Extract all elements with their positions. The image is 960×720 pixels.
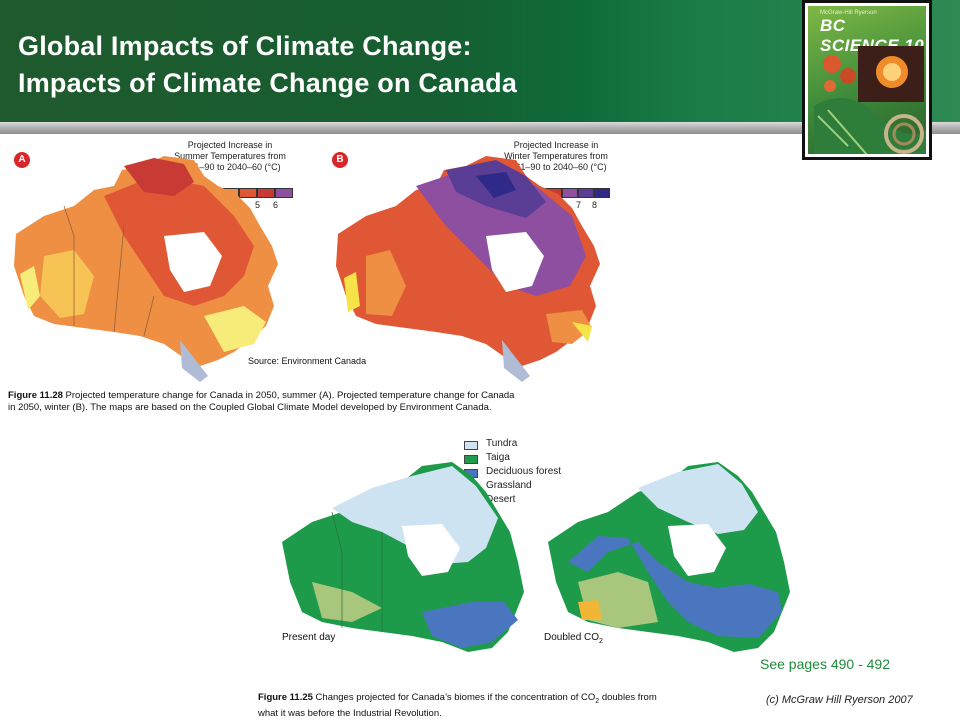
figure-11-28-label: Figure 11.28 (8, 390, 63, 401)
map-doubled-co2-biomes (548, 462, 790, 652)
map-a-legend-swatch (275, 188, 293, 198)
header-divider (0, 122, 960, 134)
map-b-legend-swatch (594, 188, 610, 198)
slide-header: Global Impacts of Climate Change: Impact… (0, 0, 960, 122)
map-a-legend-tick: 5 (255, 200, 261, 210)
biome-swatch (464, 455, 478, 464)
map-a-legend-title: Projected Increase in Summer Temperature… (160, 140, 300, 173)
map-a-legend-title-1: Projected Increase in (187, 140, 273, 150)
map-b-legend-tick: 7 (576, 200, 582, 210)
doubled-co2-label-text: Doubled CO (544, 632, 600, 643)
map-b-legend-swatch (578, 188, 594, 198)
figure-11-25-caption-line-1a: Changes projected for Canada’s biomes if… (312, 692, 596, 703)
map-a-badge: A (14, 152, 30, 168)
figure-11-28-source: Source: Environment Canada (248, 356, 367, 366)
map-a-legend-title-3: 1961–90 to 2040–60 (°C) (179, 162, 281, 172)
slide-title: Global Impacts of Climate Change: Impact… (18, 28, 517, 102)
see-pages-reference: See pages 490 - 492 (760, 656, 890, 672)
cover-illustration (814, 46, 926, 154)
figure-11-25-label: Figure 11.25 (258, 692, 313, 703)
map-b-legend-title-2: Winter Temperatures from (504, 151, 608, 161)
doubled-co2-label: Doubled CO2 (544, 632, 603, 645)
copyright-notice: (c) McGraw Hill Ryerson 2007 (766, 694, 913, 706)
map-a-legend-swatch (257, 188, 275, 198)
biome-swatch (464, 441, 478, 450)
textbook-publisher: McGraw-Hill Ryerson (820, 10, 877, 16)
map-b-legend-tick: 8 (592, 200, 598, 210)
map-b-legend-title-1: Projected Increase in (513, 140, 599, 150)
textbook-cover-image: McGraw-Hill Ryerson BC SCIENCE 10 (802, 0, 932, 160)
biome-label: Deciduous forest (486, 466, 562, 477)
figure-11-28-caption-line-2: in 2050, winter (B). The maps are based … (8, 402, 492, 413)
map-a-summer-temperature (14, 156, 278, 382)
figure-11-25-caption-sub: 2 (595, 697, 600, 705)
map-b-legend-title: Projected Increase in Winter Temperature… (486, 140, 626, 173)
slide-title-line-2: Impacts of Climate Change on Canada (18, 68, 518, 98)
biome-label: Taiga (486, 452, 510, 463)
figure-11-25-caption: Figure 11.25 Changes projected for Canad… (258, 692, 678, 720)
figure-11-28-caption-line-1: Projected temperature change for Canada … (62, 390, 515, 401)
map-a-legend-title-2: Summer Temperatures from (174, 151, 286, 161)
doubled-co2-label-sub: 2 (599, 638, 603, 645)
map-a-legend-tick: 6 (273, 200, 279, 210)
map-b-badge: B (332, 152, 348, 168)
biome-label: Grassland (486, 480, 532, 491)
figure-11-25-caption-line-2: what it was before the Industrial Revolu… (258, 707, 442, 719)
biome-label: Tundra (486, 438, 518, 449)
map-a-legend-swatch (239, 188, 257, 198)
figure-11-25-caption-line-1b: doubles from (599, 692, 657, 703)
present-day-label: Present day (282, 632, 336, 643)
textbook-cover-art: McGraw-Hill Ryerson BC SCIENCE 10 (808, 6, 926, 154)
map-b-winter-temperature (336, 156, 600, 382)
map-present-day-biomes (282, 462, 524, 652)
map-b-legend-title-3: 1961–90 to 2040–60 (°C) (505, 162, 607, 172)
slide-title-line-1: Global Impacts of Climate Change: (18, 31, 472, 61)
biome-label: Desert (486, 494, 516, 505)
figure-11-28-caption: Figure 11.28 Projected temperature chang… (8, 390, 568, 414)
map-b-legend-swatch (562, 188, 578, 198)
